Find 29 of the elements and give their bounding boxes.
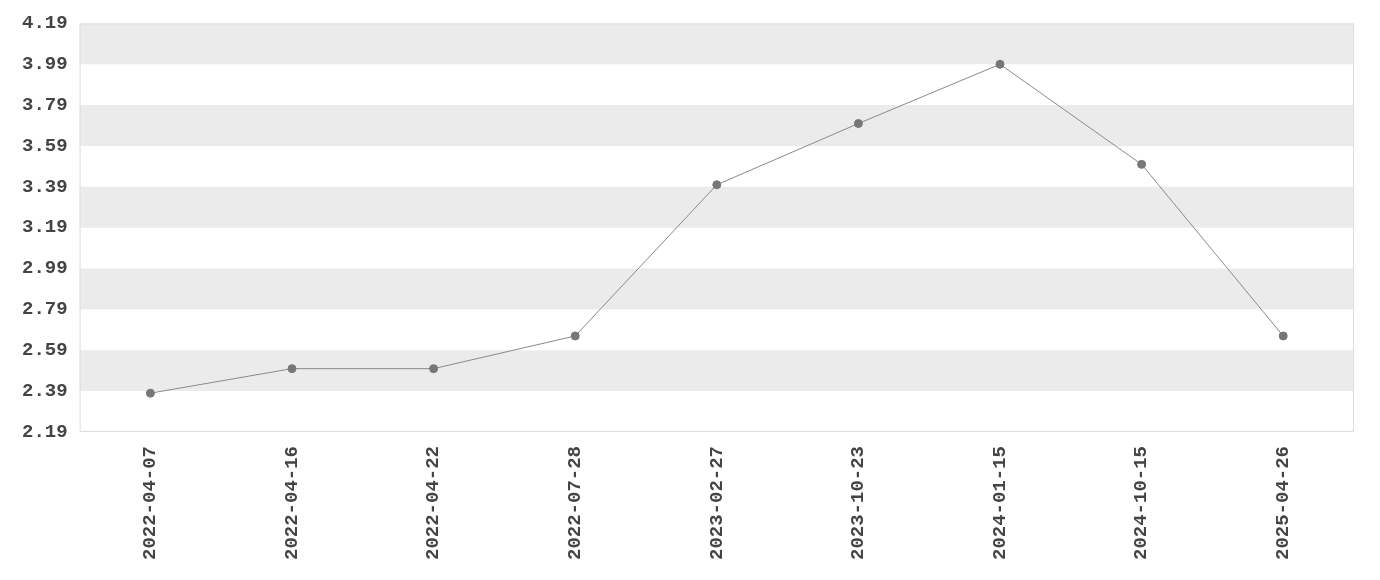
y-tick-label: 3.19 (22, 216, 68, 239)
x-tick-label: 2023-02-27 (705, 445, 728, 561)
y-tick-label: 2.79 (22, 298, 68, 321)
x-tick-label: 2025-04-26 (1271, 445, 1294, 561)
x-tick-label: 2023-10-23 (847, 445, 870, 561)
point (570, 331, 580, 341)
x-tick-label: 2024-01-15 (988, 445, 1011, 561)
point (712, 180, 722, 190)
y-tick-label: 4.19 (22, 12, 68, 35)
point (1137, 159, 1147, 169)
y-tick-label: 3.59 (22, 134, 68, 157)
point (287, 364, 297, 374)
x-tick-label: 2022-04-07 (139, 445, 162, 561)
y-tick-label: 2.19 (22, 420, 68, 443)
x-tick-label: 2022-07-28 (563, 445, 586, 561)
point (853, 119, 863, 128)
point (1278, 331, 1288, 341)
point (145, 388, 155, 398)
y-tick-label: 2.39 (22, 379, 68, 402)
x-tick-label: 2022-04-16 (280, 445, 303, 561)
y-tick-label: 3.79 (22, 93, 68, 116)
y-tick-label: 3.99 (22, 53, 68, 76)
y-tick-label: 3.39 (22, 175, 68, 198)
x-tick-label: 2022-04-22 (422, 445, 445, 561)
x-tick-label: 2024-10-15 (1130, 445, 1153, 561)
y-tick-label: 2.59 (22, 339, 68, 362)
y-tick-label: 2.99 (22, 257, 68, 280)
point (429, 364, 439, 374)
point (995, 59, 1005, 69)
